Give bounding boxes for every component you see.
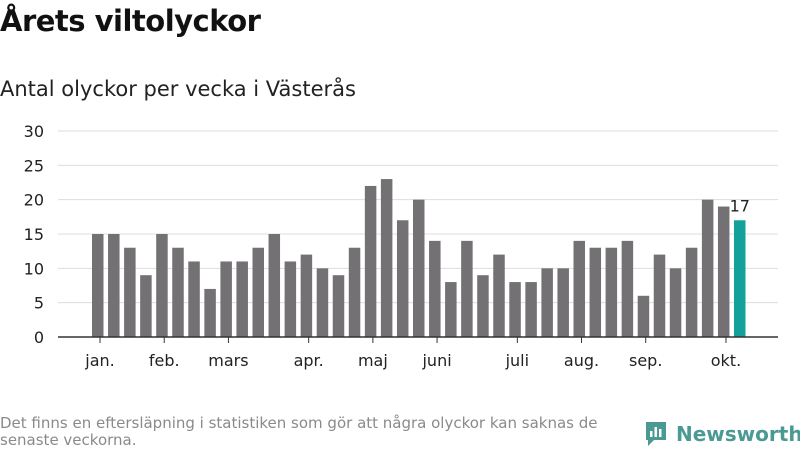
bar bbox=[653, 254, 666, 337]
bar bbox=[124, 247, 136, 337]
y-tick-label: 0 bbox=[34, 328, 44, 347]
y-tick-label: 20 bbox=[24, 191, 44, 210]
bar bbox=[445, 282, 457, 337]
bar-chart: 0 5 10 15 20 25 30 17 jan. feb. mars apr. maj juni jul… bbox=[24, 122, 778, 370]
x-tick-label: juli bbox=[505, 351, 529, 370]
bar bbox=[268, 234, 281, 337]
bar bbox=[605, 247, 618, 337]
y-tick-label: 30 bbox=[24, 122, 44, 141]
x-tick-label: aug. bbox=[564, 351, 599, 370]
bar bbox=[557, 268, 569, 337]
bar bbox=[461, 240, 473, 337]
bar bbox=[380, 179, 393, 337]
x-tick-label: okt. bbox=[711, 351, 741, 370]
bar bbox=[236, 261, 248, 337]
bar bbox=[621, 240, 634, 337]
bar bbox=[348, 247, 361, 337]
bar bbox=[637, 295, 650, 337]
bar-chart-logo-icon bbox=[646, 422, 666, 446]
bar bbox=[188, 261, 200, 337]
bar bbox=[477, 275, 489, 337]
bar bbox=[156, 234, 168, 337]
bar bbox=[541, 268, 553, 337]
x-tick-label: apr. bbox=[294, 351, 324, 370]
x-tick-label: mars bbox=[208, 351, 248, 370]
y-tick-label: 15 bbox=[24, 225, 44, 244]
data-label: 17 bbox=[730, 196, 750, 215]
bar bbox=[316, 268, 329, 337]
bar bbox=[573, 240, 585, 337]
chart-subtitle: Antal olyckor per vecka i Västerås bbox=[0, 77, 356, 101]
bar bbox=[92, 234, 104, 337]
y-tick-label: 25 bbox=[24, 156, 44, 175]
x-tick-label: feb. bbox=[149, 351, 180, 370]
bar bbox=[701, 199, 714, 337]
y-tick-label: 10 bbox=[24, 259, 44, 278]
bar bbox=[284, 261, 297, 337]
bar bbox=[220, 261, 232, 337]
bar bbox=[493, 254, 505, 337]
bar bbox=[669, 268, 682, 337]
x-tick-label: juni bbox=[421, 351, 451, 370]
bar bbox=[525, 282, 537, 337]
bar bbox=[396, 220, 409, 337]
bar bbox=[300, 254, 313, 337]
bar bbox=[364, 185, 377, 337]
bar bbox=[172, 247, 184, 337]
bar bbox=[332, 275, 345, 337]
x-tick-label: maj bbox=[358, 351, 388, 370]
brand-name: Newsworthy bbox=[676, 422, 800, 446]
newsworthy-logo: Newsworthy bbox=[644, 420, 800, 448]
bar bbox=[252, 247, 264, 337]
bar bbox=[108, 234, 120, 337]
bar bbox=[413, 199, 425, 337]
x-tick-label: jan. bbox=[84, 351, 114, 370]
bar-highlight bbox=[734, 220, 746, 337]
bar bbox=[589, 247, 602, 337]
bar bbox=[204, 288, 216, 337]
y-tick-label: 5 bbox=[34, 294, 44, 313]
bar bbox=[717, 206, 730, 337]
footnote: Det finns en eftersläpning i statistiken… bbox=[0, 414, 598, 449]
bar bbox=[140, 275, 152, 337]
bar bbox=[685, 247, 698, 337]
x-tick-label: sep. bbox=[629, 351, 662, 370]
chart-title: Årets viltolyckor bbox=[0, 4, 261, 38]
bar bbox=[509, 282, 521, 337]
bar bbox=[429, 240, 441, 337]
